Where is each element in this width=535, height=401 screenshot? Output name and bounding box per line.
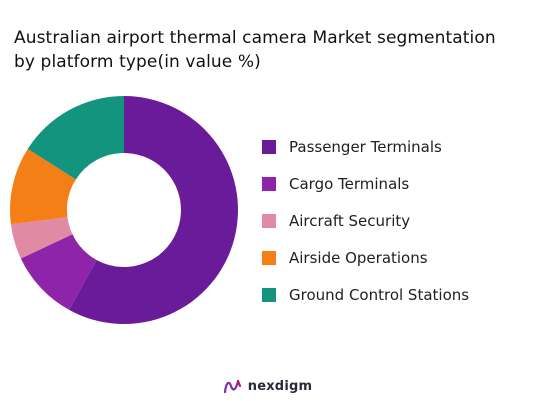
legend-item-cargo-terminals: Cargo Terminals	[262, 165, 469, 202]
legend-label: Airside Operations	[289, 248, 428, 267]
donut-slice-passenger-terminals	[69, 96, 238, 324]
donut-chart	[10, 95, 238, 324]
legend-swatch	[262, 176, 276, 191]
nexdigm-logo-icon	[223, 379, 241, 394]
legend-item-airside-operations: Airside Operations	[262, 239, 469, 276]
legend-label: Passenger Terminals	[289, 137, 442, 156]
chart-title: Australian airport thermal camera Market…	[14, 26, 524, 74]
legend-label: Aircraft Security	[289, 211, 411, 230]
chart-title-line-2: by platform type(in value %)	[14, 52, 261, 72]
donut-slice-ground-control-stations	[27, 95, 125, 180]
donut-slice-cargo-terminals	[20, 234, 97, 310]
chart-legend: Passenger Terminals Cargo Terminals Airc…	[262, 128, 469, 313]
legend-swatch	[262, 287, 276, 302]
legend-label: Cargo Terminals	[289, 174, 410, 193]
donut-slice-airside-operations	[10, 148, 76, 225]
chart-title-line-1: Australian airport thermal camera Market…	[14, 28, 496, 48]
brand-name: nexdigm	[247, 378, 313, 394]
brand-footer: nexdigm	[0, 377, 535, 395]
legend-item-aircraft-security: Aircraft Security	[262, 202, 469, 239]
legend-swatch	[262, 250, 276, 265]
legend-label: Ground Control Stations	[289, 285, 470, 304]
legend-swatch	[262, 213, 276, 228]
legend-swatch	[262, 139, 276, 154]
legend-item-passenger-terminals: Passenger Terminals	[262, 128, 469, 165]
legend-item-ground-control-stations: Ground Control Stations	[262, 276, 469, 313]
donut-slice-aircraft-security	[10, 217, 73, 259]
